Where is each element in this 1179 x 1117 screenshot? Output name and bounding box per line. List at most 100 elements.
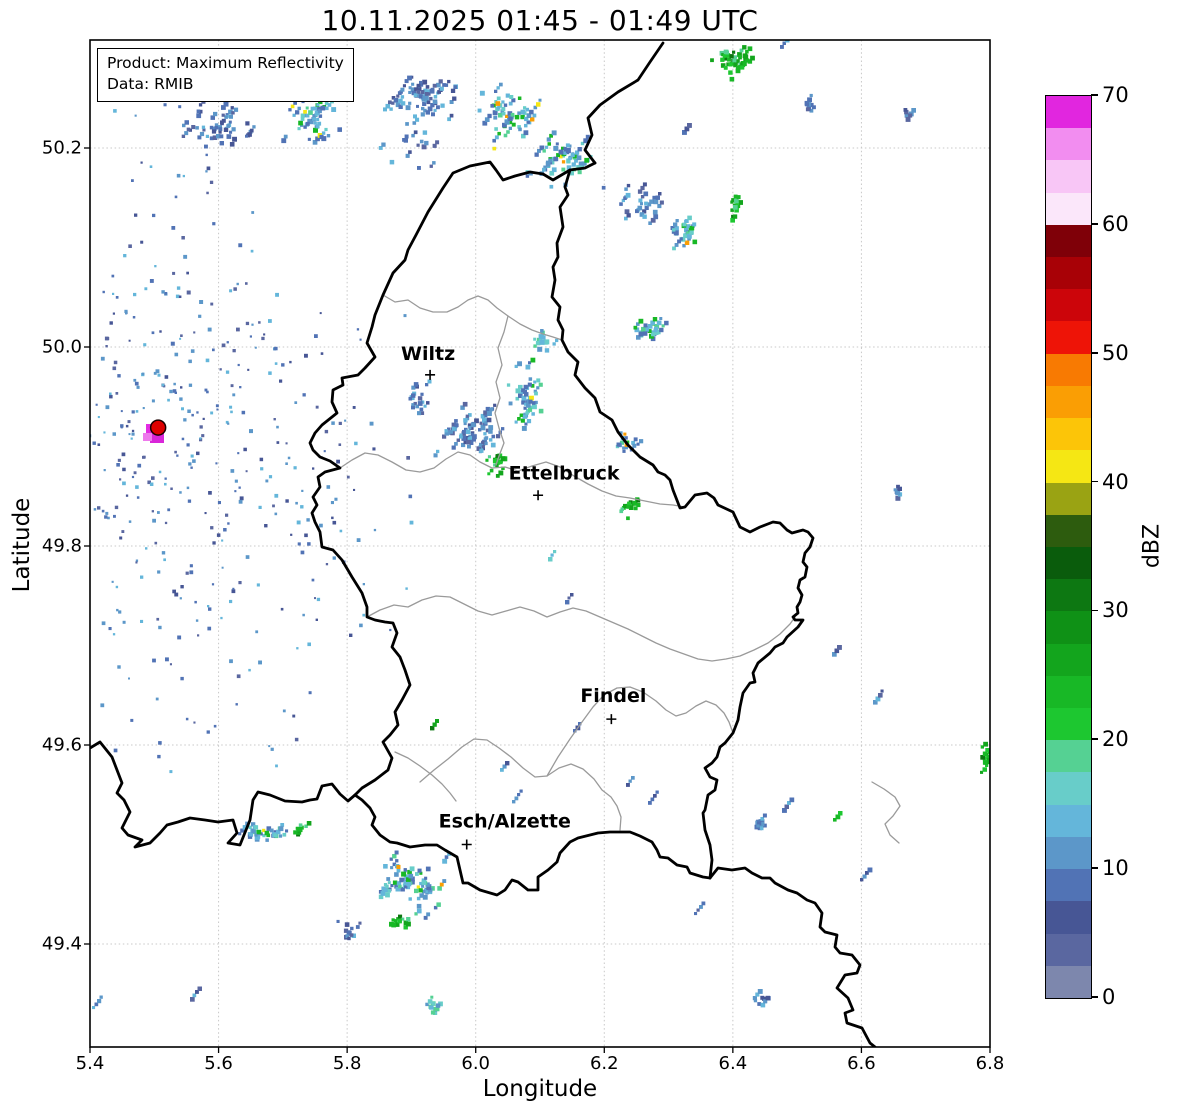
echo-pixel — [218, 127, 223, 132]
echo-pixel — [237, 363, 240, 367]
echo-pixel — [461, 435, 467, 441]
echo-pixel — [180, 676, 184, 681]
echo-pixel — [642, 182, 647, 187]
echo-pixel — [895, 495, 901, 501]
clutter-pixel — [190, 349, 195, 353]
clutter-pixel — [35, 366, 39, 370]
echo-pixel — [496, 106, 501, 110]
echo-pixel — [383, 107, 387, 112]
echo-pixel — [583, 138, 589, 144]
echo-pixel — [155, 697, 159, 701]
clutter-pixel — [131, 429, 135, 433]
echo-pixel — [228, 109, 233, 115]
echo-pixel — [804, 102, 810, 107]
clutter-pixel — [111, 580, 114, 583]
echo-pixel — [503, 103, 508, 107]
echo-pixel — [654, 324, 660, 329]
echo-pixel — [523, 130, 529, 136]
echo-pixel — [219, 141, 224, 146]
echo-pixel — [539, 145, 545, 151]
echo-pixel — [405, 153, 410, 158]
radar-echoes — [35, 40, 990, 1015]
echo-pixel — [980, 755, 985, 760]
echo-pixel — [345, 934, 350, 939]
clutter-pixel — [227, 422, 230, 425]
echo-pixel — [638, 318, 644, 324]
echo-pixel — [727, 57, 731, 62]
echo-pixel — [326, 485, 331, 489]
echo-pixel — [732, 50, 736, 54]
echo-pixel — [636, 335, 641, 340]
echo-pixel — [312, 140, 318, 145]
echo-pixel — [578, 161, 583, 166]
echo-pixel — [198, 109, 203, 114]
echo-pixel — [230, 106, 234, 110]
echo-pixel — [723, 56, 728, 61]
echo-pixel — [480, 413, 486, 419]
echo-pixel — [425, 1002, 429, 1007]
echo-pixel — [347, 936, 351, 941]
echo-pixel — [228, 120, 232, 124]
echo-pixel — [530, 384, 535, 388]
echo-pixel — [104, 515, 108, 519]
echo-pixel — [196, 113, 202, 119]
clutter-pixel — [225, 513, 229, 517]
echo-pixel — [155, 369, 160, 374]
echo-pixel — [760, 1002, 766, 1008]
echo-pixel — [692, 239, 698, 245]
clutter-pixel — [230, 410, 233, 414]
echo-pixel — [674, 243, 679, 247]
clutter-pixel — [274, 362, 278, 365]
echo-pixel — [297, 830, 301, 834]
clutter-pixel — [254, 346, 257, 349]
echo-pixel — [418, 888, 423, 893]
echo-pixel — [640, 185, 645, 191]
echo-pixel — [485, 458, 489, 462]
echo-pixel — [176, 173, 181, 178]
echo-pixel — [537, 149, 541, 153]
clutter-pixel — [232, 587, 235, 590]
echo-pixel — [214, 123, 219, 127]
echo-pixel — [339, 529, 343, 533]
clutter-pixel — [260, 467, 264, 471]
clutter-pixel — [151, 510, 154, 513]
echo-pixel — [432, 722, 437, 727]
echo-pixel — [409, 866, 415, 872]
echo-pixel — [401, 917, 405, 921]
echo-pixel — [321, 131, 326, 135]
echo-pixel — [398, 884, 402, 889]
echo-pixel — [867, 867, 873, 873]
echo-pixel — [300, 505, 304, 509]
echo-pixel — [270, 747, 274, 751]
echo-pixel — [262, 834, 266, 838]
echo-pixel — [436, 82, 441, 88]
plot-title: 10.11.2025 01:45 - 01:49 UTC — [321, 4, 759, 37]
y-tick-label: 49.4 — [41, 933, 82, 955]
echo-pixel — [477, 108, 482, 113]
echo-pixel — [220, 616, 223, 620]
echo-pixel — [481, 446, 485, 451]
echo-pixel — [396, 94, 400, 98]
echo-pixel — [684, 219, 689, 223]
echo-pixel — [312, 114, 316, 118]
clutter-pixel — [135, 410, 139, 413]
echo-pixel — [421, 106, 425, 111]
echo-pixel — [684, 126, 690, 132]
clutter-pixel — [125, 424, 129, 428]
clutter-pixel — [109, 392, 112, 396]
echo-pixel — [280, 823, 285, 827]
echo-pixel — [296, 647, 299, 650]
echo-pixel — [427, 106, 433, 112]
clutter-pixel — [276, 441, 280, 444]
echo-pixel — [174, 195, 178, 199]
echo-pixel — [524, 116, 529, 122]
echo-pixel — [191, 125, 196, 130]
echo-pixel — [638, 331, 644, 337]
echo-pixel — [197, 135, 202, 140]
echo-pixel — [648, 801, 652, 805]
clutter-pixel — [210, 411, 214, 415]
echo-pixel — [504, 119, 510, 125]
echo-pixel — [385, 103, 391, 109]
echo-pixel — [389, 857, 393, 861]
